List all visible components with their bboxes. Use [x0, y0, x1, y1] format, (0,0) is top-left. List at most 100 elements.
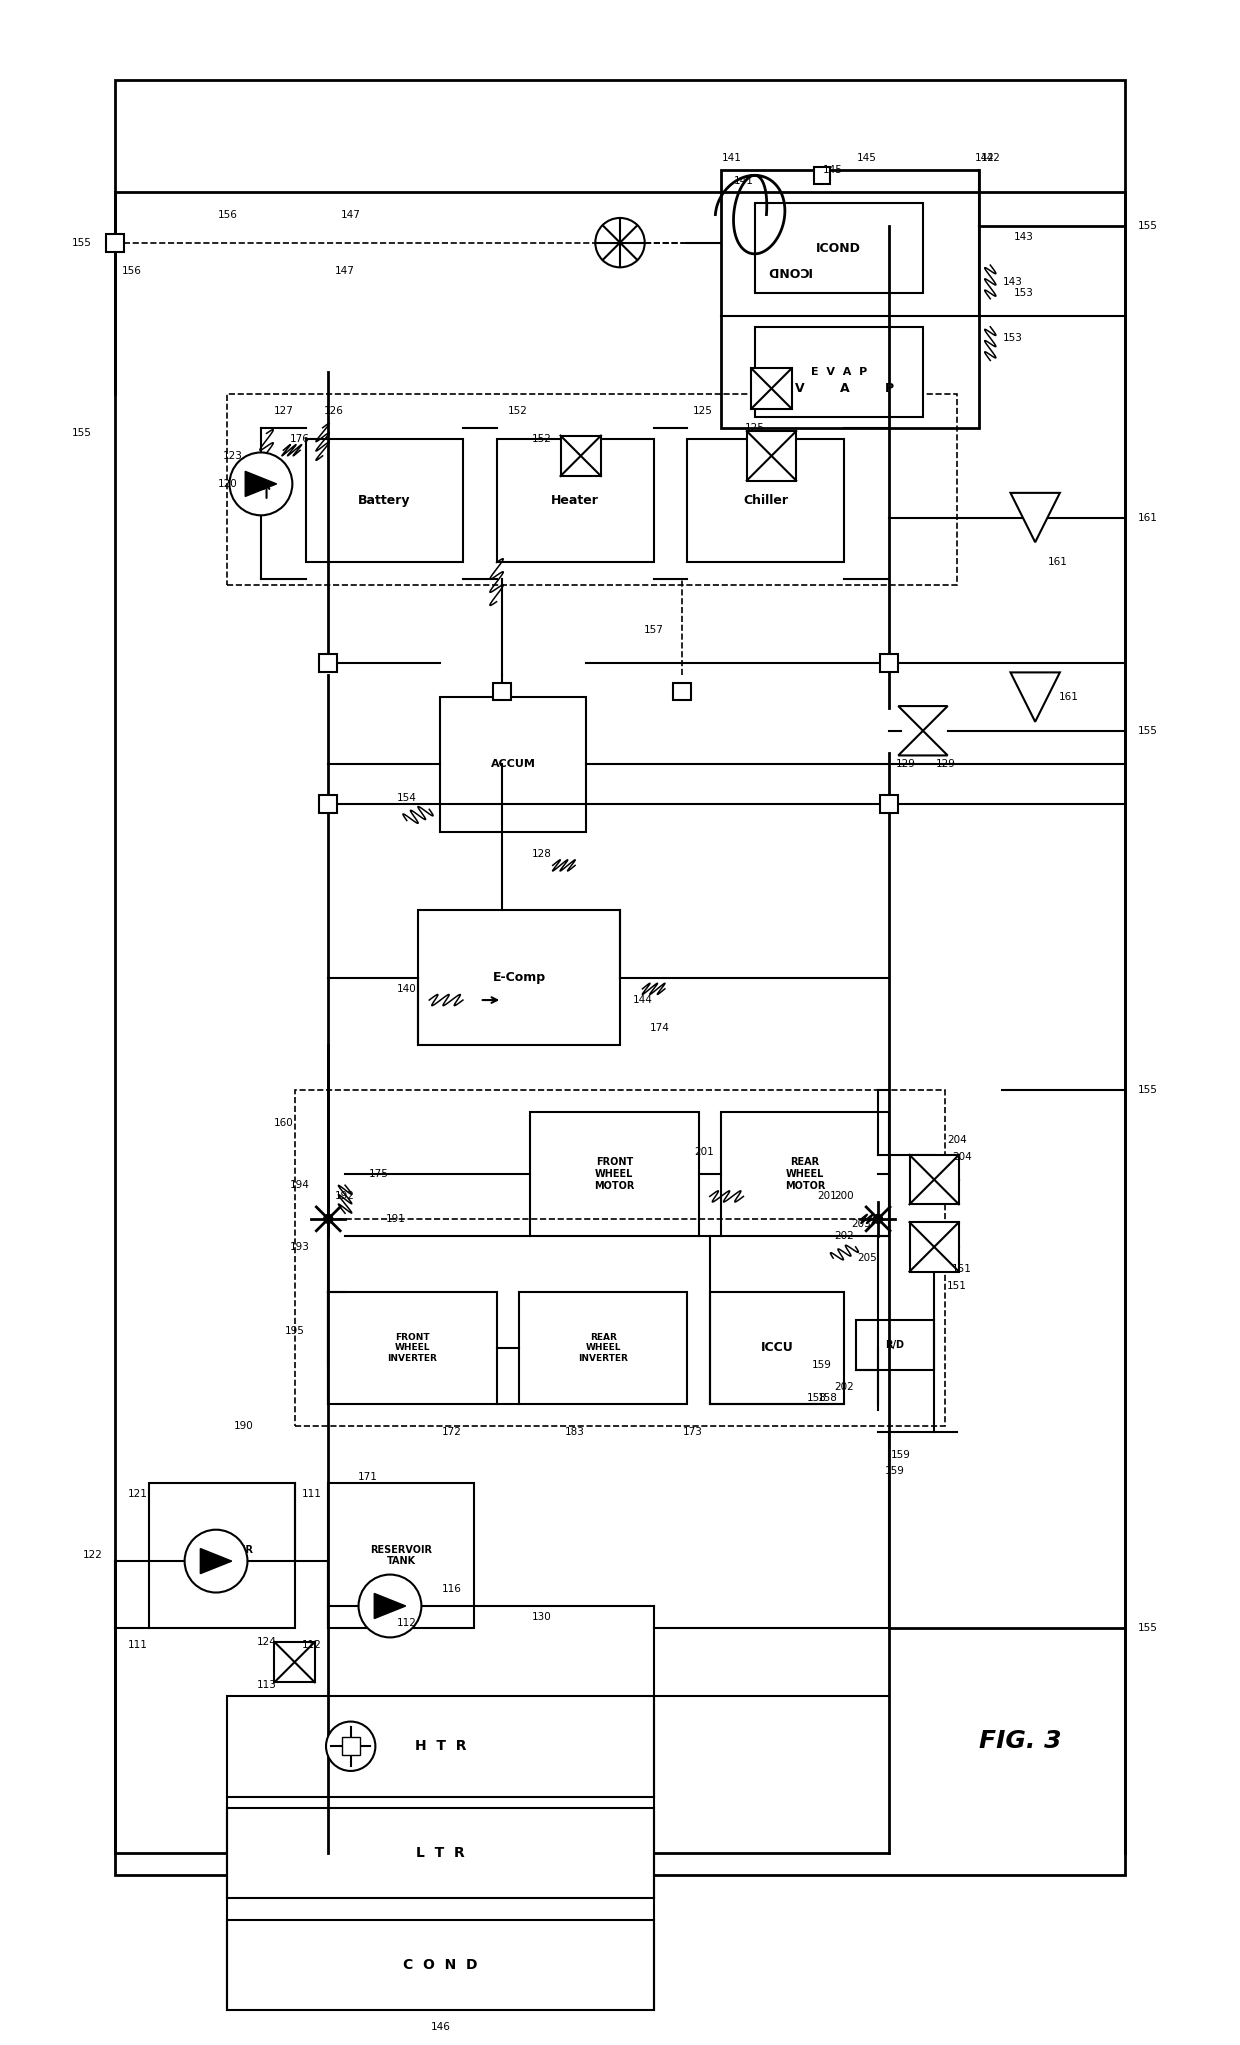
Text: 201: 201	[694, 1147, 714, 1157]
Polygon shape	[1011, 673, 1060, 722]
Text: FRONT
WHEEL
MOTOR: FRONT WHEEL MOTOR	[594, 1157, 635, 1190]
Text: 112: 112	[397, 1618, 417, 1628]
Text: 192: 192	[335, 1192, 355, 1200]
Circle shape	[874, 1215, 883, 1223]
Polygon shape	[1011, 493, 1060, 542]
Bar	[319, 796, 337, 812]
Text: 204: 204	[947, 1135, 966, 1145]
Bar	[329, 1292, 496, 1405]
Polygon shape	[898, 706, 947, 730]
Text: 154: 154	[397, 793, 417, 804]
Bar	[751, 368, 791, 409]
Text: 153: 153	[1014, 288, 1034, 299]
Text: 153: 153	[1003, 333, 1023, 344]
Bar	[342, 1738, 360, 1755]
Text: 173: 173	[683, 1427, 703, 1438]
Text: 147: 147	[341, 209, 361, 219]
Text: 160: 160	[274, 1119, 293, 1129]
Bar	[755, 327, 923, 417]
Text: Chiller: Chiller	[743, 495, 789, 507]
Text: REAR
WHEEL
MOTOR: REAR WHEEL MOTOR	[785, 1157, 826, 1190]
Text: 143: 143	[1003, 276, 1023, 286]
Text: Battery: Battery	[358, 495, 410, 507]
Text: 158: 158	[806, 1393, 826, 1403]
Text: 144: 144	[632, 996, 652, 1004]
Text: FIG. 3: FIG. 3	[980, 1728, 1061, 1753]
Bar	[856, 1319, 934, 1370]
Polygon shape	[374, 1593, 405, 1618]
Text: 145: 145	[823, 166, 843, 174]
Text: 155: 155	[72, 427, 92, 438]
Text: 156: 156	[217, 209, 237, 219]
Bar	[227, 1808, 653, 1898]
Circle shape	[595, 219, 645, 268]
Text: 161: 161	[1137, 513, 1157, 524]
Text: 129: 129	[935, 759, 955, 769]
Text: 155: 155	[1137, 726, 1157, 736]
Text: ICCU: ICCU	[760, 1342, 794, 1354]
Text: 116: 116	[441, 1585, 461, 1595]
Text: 171: 171	[357, 1472, 377, 1483]
Text: 142: 142	[981, 153, 1001, 164]
Text: ACCUM: ACCUM	[491, 759, 536, 769]
Text: 205: 205	[857, 1254, 877, 1264]
Text: V: V	[795, 382, 805, 395]
Text: P: P	[885, 382, 894, 395]
Text: 143: 143	[1014, 231, 1034, 241]
Circle shape	[326, 1722, 376, 1771]
Text: 146: 146	[430, 2023, 450, 2033]
Text: R/D: R/D	[885, 1339, 904, 1350]
Text: ICOND: ICOND	[766, 264, 811, 278]
Text: 190: 190	[234, 1421, 254, 1431]
Text: 125: 125	[693, 407, 713, 415]
Text: 142: 142	[975, 153, 994, 164]
Text: 120: 120	[217, 479, 237, 489]
Bar	[319, 654, 337, 673]
Bar	[440, 697, 587, 832]
Text: 201: 201	[817, 1192, 837, 1200]
Text: 159: 159	[812, 1360, 832, 1370]
Text: 155: 155	[72, 237, 92, 247]
Text: 161: 161	[1059, 691, 1079, 701]
Text: 113: 113	[257, 1679, 277, 1689]
Text: 124: 124	[257, 1636, 277, 1646]
Bar	[520, 1292, 687, 1405]
Bar	[227, 395, 956, 585]
Polygon shape	[246, 470, 277, 497]
Text: 152: 152	[532, 434, 552, 444]
Bar	[720, 170, 980, 427]
Text: 122: 122	[83, 1550, 103, 1560]
Bar	[813, 168, 831, 184]
Bar	[418, 910, 620, 1045]
Bar	[880, 654, 898, 673]
Text: 125: 125	[745, 423, 765, 434]
Text: 161: 161	[1048, 558, 1068, 566]
Bar	[107, 233, 124, 252]
Text: 174: 174	[650, 1022, 670, 1033]
Text: 140: 140	[397, 984, 417, 994]
Text: 159: 159	[885, 1466, 905, 1476]
Circle shape	[324, 1215, 332, 1223]
Text: 141: 141	[734, 176, 754, 186]
Text: 155: 155	[1137, 1084, 1157, 1094]
Text: 193: 193	[290, 1241, 310, 1252]
Text: H  T  R: H T R	[414, 1738, 466, 1753]
Bar	[329, 1483, 474, 1628]
Bar	[306, 440, 463, 562]
Bar	[531, 1112, 698, 1235]
Bar	[227, 1920, 653, 2010]
Text: FRONT
WHEEL
INVERTER: FRONT WHEEL INVERTER	[387, 1333, 438, 1362]
Bar	[673, 683, 691, 701]
Bar	[880, 796, 898, 812]
Text: 155: 155	[1137, 221, 1157, 231]
Bar	[746, 431, 796, 481]
Bar	[687, 440, 844, 562]
Circle shape	[229, 452, 293, 515]
Text: 191: 191	[386, 1215, 405, 1223]
Bar	[709, 1292, 844, 1405]
Circle shape	[358, 1575, 422, 1638]
Text: 158: 158	[817, 1393, 837, 1403]
Text: 126: 126	[324, 407, 343, 415]
Circle shape	[185, 1530, 248, 1593]
Text: 172: 172	[441, 1427, 461, 1438]
